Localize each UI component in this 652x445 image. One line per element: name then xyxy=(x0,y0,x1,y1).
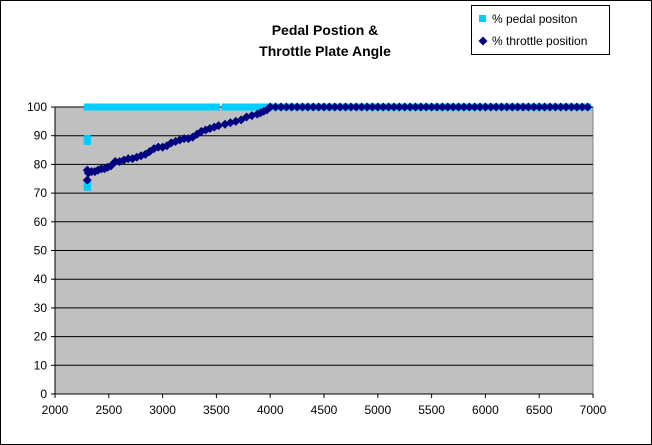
throttle-position-point xyxy=(292,102,302,112)
throttle-position-point xyxy=(561,102,571,112)
throttle-position-point xyxy=(265,102,275,112)
throttle-position-point xyxy=(470,102,480,112)
throttle-position-point xyxy=(201,125,211,135)
y-tick-label: 0 xyxy=(40,387,47,401)
throttle-position-point xyxy=(400,102,410,112)
throttle-position-point xyxy=(566,102,576,112)
throttle-position-point xyxy=(378,102,388,112)
throttle-position-point xyxy=(583,102,593,112)
throttle-position-point xyxy=(534,102,544,112)
throttle-position-point xyxy=(324,102,334,112)
throttle-position-point xyxy=(214,121,224,131)
x-tick-label: 5000 xyxy=(364,403,391,417)
throttle-position-point xyxy=(550,102,560,112)
y-tick-label: 100 xyxy=(27,100,47,114)
throttle-position-point xyxy=(523,102,533,112)
legend-marker-diamond-shape xyxy=(478,36,488,46)
throttle-position-point xyxy=(459,102,469,112)
throttle-position-point xyxy=(351,102,361,112)
throttle-position-point xyxy=(373,102,383,112)
throttle-position-point xyxy=(394,102,404,112)
y-tick-label: 60 xyxy=(34,215,48,229)
throttle-position-point xyxy=(389,102,399,112)
throttle-position-point xyxy=(475,102,485,112)
throttle-position-point xyxy=(335,102,345,112)
throttle-position-point xyxy=(367,102,377,112)
y-tick-label: 30 xyxy=(34,301,48,315)
pedal-position-point xyxy=(83,135,91,143)
throttle-position-point xyxy=(357,102,367,112)
y-tick-label: 10 xyxy=(34,358,48,372)
x-tick-label: 3500 xyxy=(203,403,230,417)
legend-marker-square xyxy=(479,15,486,22)
throttle-position-point xyxy=(384,102,394,112)
throttle-position-point xyxy=(486,102,496,112)
throttle-position-point xyxy=(421,102,431,112)
throttle-position-point xyxy=(341,102,351,112)
throttle-position-point xyxy=(454,102,463,112)
throttle-position-point xyxy=(308,102,318,112)
y-tick-label: 70 xyxy=(34,186,48,200)
throttle-position-point xyxy=(287,102,297,112)
throttle-position-point xyxy=(432,102,442,112)
throttle-position-point xyxy=(405,102,415,112)
throttle-position-point xyxy=(416,102,426,112)
pedal-position-point xyxy=(190,103,198,111)
legend-marker-diamond xyxy=(478,36,488,46)
throttle-position-point xyxy=(303,102,313,112)
throttle-position-point xyxy=(443,102,453,112)
chart-title: Pedal Postion & Throttle Plate Angle xyxy=(205,20,445,62)
throttle-position-point xyxy=(502,102,512,112)
throttle-position-point xyxy=(437,102,447,112)
throttle-position-point xyxy=(480,102,490,112)
throttle-position-point xyxy=(319,102,329,112)
throttle-position-point xyxy=(513,102,523,112)
throttle-position-point xyxy=(346,102,356,112)
x-tick-label: 6000 xyxy=(472,403,499,417)
throttle-position-point xyxy=(82,175,92,185)
throttle-position-point xyxy=(572,102,582,112)
x-tick-label: 5500 xyxy=(418,403,445,417)
legend: % pedal positon % throttle position xyxy=(471,5,610,55)
throttle-position-point xyxy=(529,102,539,112)
throttle-position-point xyxy=(497,102,507,112)
throttle-position-point xyxy=(507,102,517,112)
pedal-position-point xyxy=(212,103,220,111)
x-tick-label: 4000 xyxy=(257,403,284,417)
throttle-position-point xyxy=(427,102,437,112)
throttle-position-point xyxy=(577,102,587,112)
legend-label-throttle: % throttle position xyxy=(492,34,588,48)
y-tick-label: 90 xyxy=(34,129,48,143)
y-tick-label: 50 xyxy=(34,244,48,258)
throttle-position-point xyxy=(314,102,324,112)
throttle-position-point xyxy=(491,102,501,112)
y-tick-label: 80 xyxy=(34,157,48,171)
throttle-position-point xyxy=(448,102,458,112)
throttle-position-point xyxy=(545,102,555,112)
x-tick-label: 2000 xyxy=(42,403,69,417)
chart-title-line-1: Pedal Postion & xyxy=(271,22,379,38)
y-tick-label: 40 xyxy=(34,272,48,286)
throttle-position-point xyxy=(540,102,550,112)
x-tick-label: 4500 xyxy=(311,403,338,417)
throttle-position-point xyxy=(362,102,372,112)
throttle-position-point xyxy=(464,102,474,112)
x-tick-label: 6500 xyxy=(526,403,553,417)
throttle-position-point xyxy=(330,102,340,112)
throttle-position-point xyxy=(556,102,566,112)
x-tick-label: 3000 xyxy=(149,403,176,417)
throttle-position-point xyxy=(271,102,281,112)
legend-marker-square-shape xyxy=(479,15,486,22)
legend-label-pedal: % pedal positon xyxy=(492,12,578,26)
throttle-position-point xyxy=(410,102,420,112)
throttle-position-point xyxy=(518,102,528,112)
x-tick-label: 2500 xyxy=(95,403,122,417)
y-tick-label: 20 xyxy=(34,330,48,344)
x-tick-label: 7000 xyxy=(580,403,607,417)
throttle-position-point xyxy=(281,102,291,112)
chart-title-line-2: Throttle Plate Angle xyxy=(259,43,391,59)
throttle-position-point xyxy=(276,102,286,112)
throttle-position-point xyxy=(297,102,307,112)
